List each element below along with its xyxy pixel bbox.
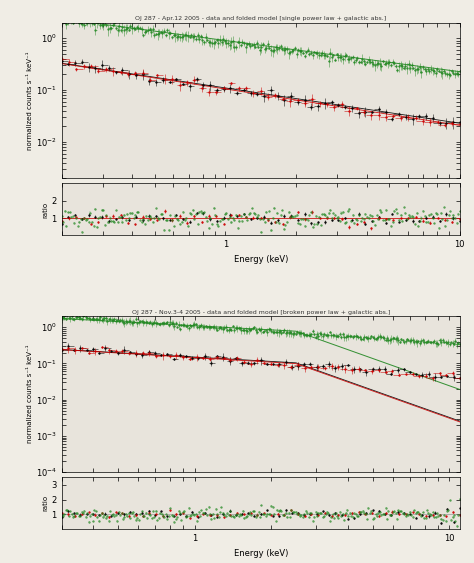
Title: OJ 287 - Apr.12 2005 - data and folded model [single power law + galactic abs.]: OJ 287 - Apr.12 2005 - data and folded m… — [135, 16, 386, 21]
Y-axis label: normalized counts s⁻¹ keV⁻¹: normalized counts s⁻¹ keV⁻¹ — [27, 51, 33, 150]
Y-axis label: ratio: ratio — [43, 202, 49, 217]
Y-axis label: ratio: ratio — [43, 495, 49, 511]
X-axis label: Energy (keV): Energy (keV) — [234, 255, 288, 264]
Y-axis label: normalized counts s⁻¹ keV⁻¹: normalized counts s⁻¹ keV⁻¹ — [27, 345, 33, 444]
Title: OJ 287 - Nov.3-4 2005 - data and folded model [broken power law + galactic abs.]: OJ 287 - Nov.3-4 2005 - data and folded … — [131, 310, 390, 315]
X-axis label: Energy (keV): Energy (keV) — [234, 548, 288, 557]
